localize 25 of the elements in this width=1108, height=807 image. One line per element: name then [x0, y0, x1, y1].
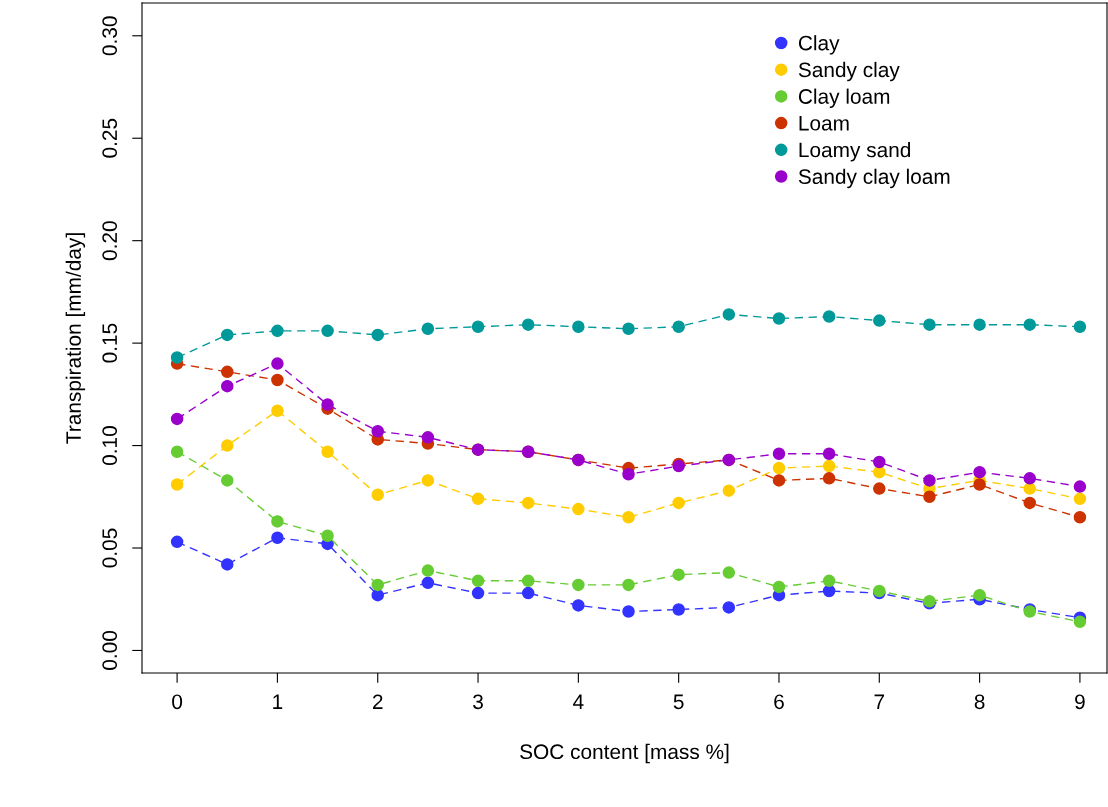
y-tick-label: 0.15 — [102, 323, 118, 363]
x-tick-label: 0 — [172, 694, 183, 710]
y-tick-label: 0.30 — [102, 16, 118, 56]
y-axis-title: Transpiration [mm/day] — [65, 233, 86, 444]
x-tick-label: 2 — [372, 694, 383, 709]
legend-label: Loamy sand — [799, 142, 911, 162]
legend-label: Loam — [799, 116, 849, 131]
legend-label: Sandy clay — [798, 61, 900, 82]
legend-label: Clay loam — [798, 88, 890, 108]
y-tick-label: 0.05 — [102, 528, 118, 568]
x-tick-label: 1 — [273, 694, 283, 709]
legend-label: Sandy clay loam — [798, 168, 950, 189]
x-tick-label: 4 — [573, 694, 584, 709]
y-tick-label: 0.00 — [102, 631, 118, 670]
x-tick-label: 8 — [974, 694, 985, 710]
x-tick-label: 3 — [473, 694, 483, 710]
y-tick-label: 0.25 — [102, 118, 118, 158]
y-tick-label: 0.20 — [102, 221, 118, 261]
legend-label: Clay — [798, 35, 840, 55]
x-tick-label: 9 — [1075, 694, 1085, 710]
y-tick-label: 0.10 — [102, 426, 118, 466]
x-axis-title: SOC content [mass %] — [520, 743, 729, 764]
x-tick-label: 6 — [774, 694, 784, 710]
x-tick-label: 7 — [874, 694, 885, 709]
x-tick-label: 5 — [673, 694, 684, 710]
